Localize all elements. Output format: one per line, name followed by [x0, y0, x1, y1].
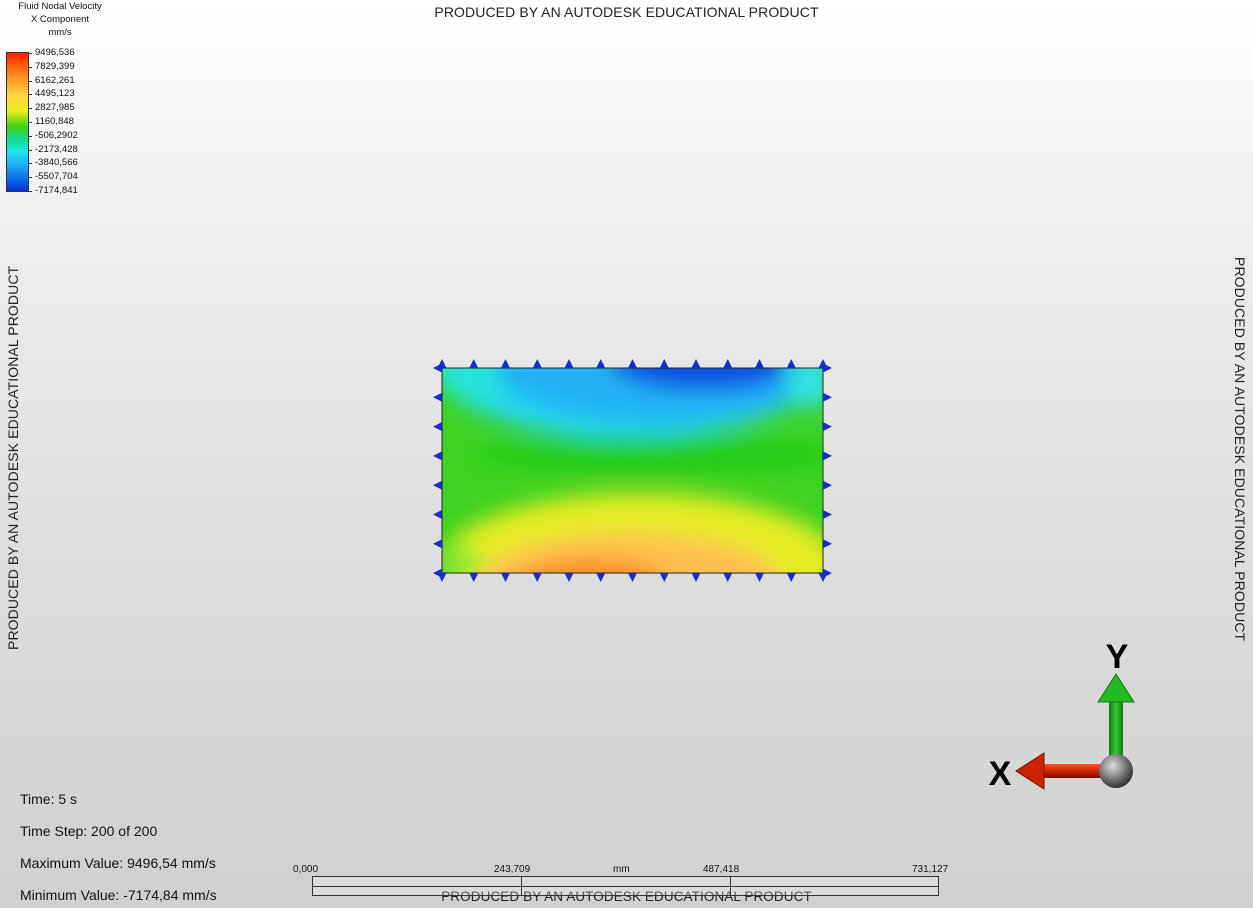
legend-value: 6162,261	[35, 74, 75, 86]
legend-tick	[28, 94, 32, 96]
legend-value: -5507,704	[35, 171, 78, 183]
axis-triad: Y X	[989, 640, 1135, 793]
watermark-top: PRODUCED BY AN AUTODESK EDUCATIONAL PROD…	[434, 4, 819, 20]
legend-title: Fluid Nodal Velocity X Component mm/s	[4, 0, 116, 39]
legend-value: -506,2902	[35, 129, 78, 141]
constraint-marker-bottom	[501, 573, 510, 582]
constraint-marker-left	[433, 539, 442, 549]
scale-label-1: 243,709	[494, 864, 531, 875]
constraint-marker-bottom	[596, 573, 606, 582]
constraint-marker-left	[433, 510, 442, 519]
constraint-marker-top	[723, 359, 733, 368]
constraint-marker-right	[823, 451, 832, 461]
constraint-marker-top	[564, 359, 574, 368]
constraint-marker-left	[433, 451, 442, 461]
constraint-marker-right	[823, 363, 832, 373]
color-legend: Fluid Nodal Velocity X Component mm/s 94…	[0, 0, 140, 200]
legend-tick	[28, 80, 32, 82]
scale-label-2: 487,418	[703, 864, 740, 875]
constraint-marker-bottom	[786, 573, 796, 582]
constraint-marker-bottom	[532, 573, 542, 582]
constraint-marker-top	[532, 359, 542, 368]
constraint-marker-top	[628, 359, 637, 368]
scale-label-3: 731,127	[912, 864, 949, 875]
legend-tick	[28, 163, 32, 165]
legend-tick	[28, 66, 32, 68]
constraint-marker-bottom	[564, 573, 574, 582]
legend-tick	[28, 149, 32, 151]
constraint-marker-right	[823, 539, 832, 549]
constraint-marker-top	[691, 359, 701, 368]
scale-frame	[312, 876, 939, 896]
legend-value: -7174,841	[35, 185, 78, 196]
constraint-marker-right	[823, 392, 832, 402]
scale-division	[730, 877, 731, 895]
legend-tick	[28, 191, 32, 192]
legend-value: 1160,848	[35, 116, 74, 127]
legend-unit: mm/s	[48, 27, 72, 38]
legend-title-line1: Fluid Nodal Velocity	[18, 1, 102, 12]
legend-color-bar	[6, 52, 29, 192]
constraint-marker-bottom	[755, 573, 764, 582]
legend-value: -2173,428	[35, 143, 78, 155]
origin-sphere	[1099, 754, 1133, 788]
watermark-right: PRODUCED BY AN AUTODESK EDUCATIONAL PROD…	[1232, 257, 1248, 642]
scale-unit: mm	[613, 864, 630, 875]
x-axis-label: X	[989, 755, 1012, 793]
constraint-marker-top	[659, 359, 669, 368]
legend-value: 9496,536	[35, 47, 75, 58]
constraint-marker-top	[596, 359, 606, 368]
watermark-left: PRODUCED BY AN AUTODESK EDUCATIONAL PROD…	[5, 265, 21, 650]
legend-tick	[28, 122, 32, 123]
y-axis-arrow	[1097, 673, 1135, 764]
watermark-bottom: PRODUCED BY AN AUTODESK EDUCATIONAL PROD…	[441, 889, 812, 904]
scale-midline	[313, 886, 938, 887]
constraint-marker-bottom	[723, 573, 733, 582]
constraint-marker-top	[786, 359, 796, 368]
scale-division	[521, 877, 522, 895]
constraint-marker-left	[433, 392, 442, 402]
x-axis-arrow	[1015, 752, 1114, 790]
constraint-marker-bottom	[691, 573, 701, 582]
constraint-marker-right	[823, 568, 832, 578]
constraint-marker-right	[823, 510, 832, 519]
constraint-marker-right	[823, 480, 832, 490]
constraint-marker-top	[501, 359, 510, 368]
legend-value: -3840,566	[35, 157, 78, 169]
time-step-readout: Time Step: 200 of 200	[20, 823, 158, 839]
legend-tick	[28, 108, 32, 110]
boundary-constraints	[433, 359, 832, 582]
y-axis-label: Y	[1106, 640, 1129, 676]
min-value-readout: Minimum Value: -7174,84 mm/s	[20, 887, 217, 903]
scale-bar: 0,000 243,709 mm 487,418 731,127	[290, 862, 970, 902]
legend-value: 2827,985	[35, 102, 75, 114]
legend-tick	[28, 135, 32, 137]
time-readout: Time: 5 s	[20, 791, 78, 807]
legend-title-line2: X Component	[30, 14, 90, 25]
constraint-marker-bottom	[659, 573, 669, 582]
legend-value: 7829,399	[35, 60, 75, 72]
max-value-readout: Maximum Value: 9496,54 mm/s	[20, 855, 216, 871]
constraint-marker-bottom	[469, 573, 479, 582]
constraint-marker-left	[433, 422, 442, 432]
contour-field	[442, 368, 823, 573]
velocity-contour-plot	[433, 359, 832, 582]
legend-value: 4495,123	[35, 88, 75, 100]
constraint-marker-left	[433, 480, 442, 490]
legend-tick	[28, 53, 32, 54]
constraint-marker-bottom	[628, 573, 637, 582]
constraint-marker-top	[755, 359, 764, 368]
constraint-marker-left	[433, 568, 442, 578]
scale-label-0: 0,000	[293, 864, 319, 875]
constraint-marker-right	[823, 422, 832, 432]
legend-tick	[28, 177, 32, 179]
constraint-marker-left	[433, 363, 442, 373]
constraint-marker-top	[469, 359, 479, 368]
